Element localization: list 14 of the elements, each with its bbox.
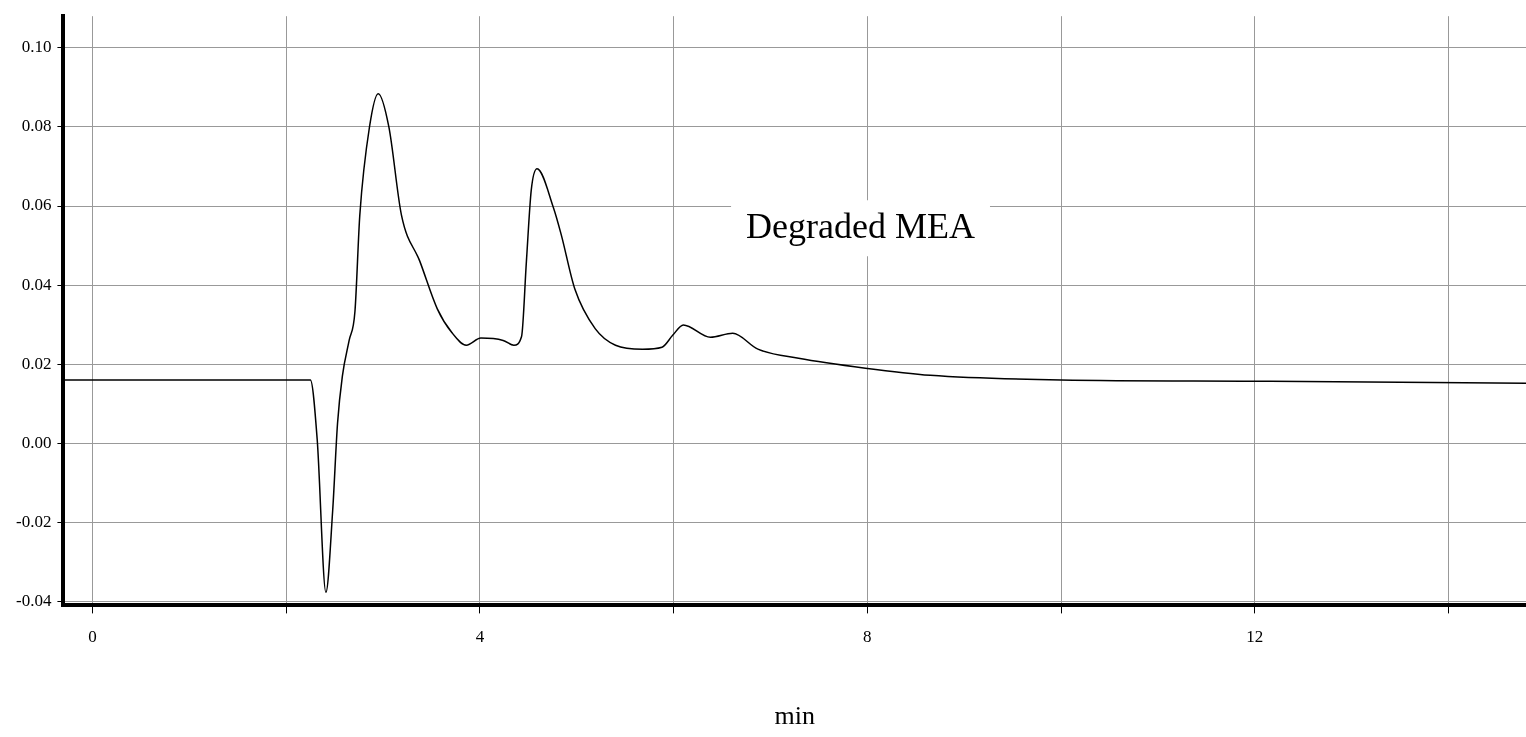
x-tick-label: 12 xyxy=(1246,627,1264,647)
x-axis-title: min xyxy=(774,701,815,731)
y-tick-label: 0.00 xyxy=(21,432,52,452)
annotation: Degraded MEA xyxy=(746,205,975,246)
y-tick-label: 0.06 xyxy=(21,195,52,215)
y-tick-label: -0.04 xyxy=(15,590,52,610)
x-tick-label: 8 xyxy=(863,627,872,647)
y-tick-label: 0.08 xyxy=(21,116,52,136)
y-tick-label: 0.02 xyxy=(21,353,52,373)
x-tick-label: 0 xyxy=(88,627,97,647)
y-tick-label: 0.04 xyxy=(21,274,52,294)
y-tick-label: -0.02 xyxy=(15,511,52,531)
x-tick-label: 4 xyxy=(475,627,485,647)
y-tick-label: 0.10 xyxy=(21,37,52,57)
